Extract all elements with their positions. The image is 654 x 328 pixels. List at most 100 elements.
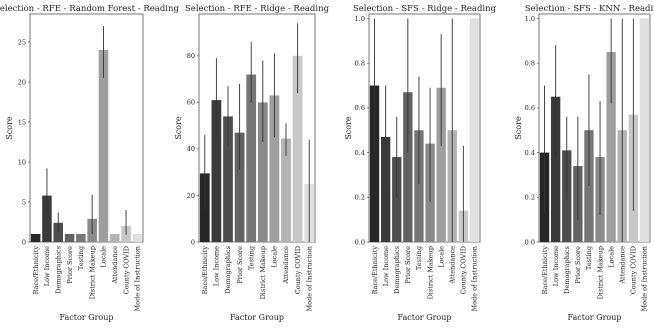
x-axis-label: Factor Group bbox=[230, 313, 284, 322]
bar bbox=[414, 130, 424, 242]
y-tick-label: 0.4 bbox=[355, 149, 365, 157]
plot-frame bbox=[538, 13, 651, 243]
x-tick-label: Demographics bbox=[224, 246, 232, 294]
y-tick-label: 10 bbox=[18, 158, 26, 166]
chart-title: Selection - SFS - KNN - Reading bbox=[525, 4, 654, 14]
x-tick-label: Prior Score bbox=[404, 246, 412, 284]
x-tick-label: Locale bbox=[437, 246, 445, 268]
x-tick-label: Mode of Instruction bbox=[305, 246, 313, 311]
bar bbox=[550, 96, 561, 243]
y-tick-label: 0.8 bbox=[525, 59, 535, 67]
y-axis-label: Score bbox=[174, 116, 183, 140]
y-tick-label: 0.8 bbox=[355, 59, 365, 67]
chart-panel-1: Selection - RFE - Random Forest - Readin… bbox=[0, 4, 179, 322]
y-tick-label: 0.6 bbox=[355, 104, 365, 112]
y-tick-label: 25 bbox=[18, 38, 26, 46]
bar bbox=[246, 74, 257, 242]
bar bbox=[64, 234, 75, 242]
x-axis-label: Factor Group bbox=[60, 313, 114, 322]
x-tick-label: Demographics bbox=[54, 246, 62, 294]
y-tick-label: 0.2 bbox=[355, 194, 365, 202]
bar bbox=[234, 132, 245, 242]
x-tick-label: Testing bbox=[415, 246, 423, 270]
bar bbox=[42, 195, 52, 242]
x-tick-label: Prior Score bbox=[236, 246, 244, 284]
x-tick-label: Attendance bbox=[448, 246, 456, 285]
x-tick-label: Mode of Instruction bbox=[134, 246, 142, 311]
x-axis-label: Factor Group bbox=[568, 313, 622, 322]
chart-panel-2: Selection - RFE - Ridge - Reading 0 20 40 60… bbox=[174, 4, 330, 322]
x-tick-label: District Makeup bbox=[596, 246, 604, 299]
x-tick-label: Testing bbox=[247, 246, 255, 270]
x-tick-label: County COVID bbox=[122, 246, 130, 294]
bar bbox=[639, 18, 650, 243]
x-tick-label: Prior Score bbox=[574, 246, 582, 284]
x-tick-label: Prior Score bbox=[66, 246, 74, 284]
x-tick-label: Locale bbox=[607, 246, 615, 268]
x-tick-label: Locale bbox=[271, 246, 279, 268]
x-tick-label: Race/Ethnicity bbox=[201, 246, 209, 295]
x-tick-label: Mode of Instruction bbox=[471, 246, 479, 311]
bar bbox=[132, 234, 143, 242]
x-tick-label: County COVID bbox=[294, 246, 302, 294]
x-tick-label: Low Income bbox=[43, 246, 51, 286]
y-tick-label: 80 bbox=[187, 52, 195, 60]
bar bbox=[98, 50, 109, 242]
x-tick-label: District Makeup bbox=[259, 246, 267, 299]
chart-title: Selection - SFS - Ridge - Reading bbox=[353, 4, 497, 14]
bar bbox=[76, 234, 86, 242]
x-tick-label: District Makeup bbox=[88, 246, 96, 299]
y-tick-label: 0.4 bbox=[525, 149, 535, 157]
bar bbox=[223, 116, 233, 242]
x-tick-label: Demographics bbox=[563, 246, 571, 294]
x-tick-label: Demographics bbox=[393, 246, 401, 294]
x-tick-label: Attendance bbox=[111, 246, 119, 285]
y-tick-label: 60 bbox=[187, 99, 195, 107]
bar bbox=[369, 85, 380, 242]
x-tick-label: Attendance bbox=[618, 246, 626, 285]
x-tick-label: Testing bbox=[585, 246, 593, 270]
bar bbox=[110, 234, 120, 242]
y-axis-label: Score bbox=[514, 116, 523, 140]
bar bbox=[257, 102, 268, 242]
y-tick-label: 0.2 bbox=[525, 194, 535, 202]
x-tick-label: County COVID bbox=[630, 246, 638, 294]
y-tick-label: 15 bbox=[18, 118, 26, 126]
y-tick-label: 0.0 bbox=[525, 238, 535, 246]
x-tick-label: Race/Ethnicity bbox=[371, 246, 379, 295]
x-tick-label: Low Income bbox=[382, 246, 390, 286]
bar bbox=[292, 55, 303, 243]
y-axis-label: Score bbox=[344, 116, 353, 140]
y-tick-label: 0.6 bbox=[525, 104, 535, 112]
y-tick-label: 20 bbox=[18, 78, 26, 86]
y-tick-label: 0.0 bbox=[355, 238, 365, 246]
y-tick-label: 0 bbox=[22, 238, 26, 246]
plot-frame bbox=[29, 13, 144, 243]
x-tick-label: County COVID bbox=[460, 246, 468, 294]
x-tick-label: Race/Ethnicity bbox=[32, 246, 40, 295]
bar bbox=[380, 136, 391, 242]
chart-panel-3: Selection - SFS - Ridge - Reading 0.0 0.2 0… bbox=[344, 4, 497, 322]
bar bbox=[211, 100, 222, 242]
x-tick-label: Low Income bbox=[552, 246, 560, 286]
x-tick-label: Attendance bbox=[282, 246, 290, 285]
bar bbox=[606, 52, 616, 242]
chart-title: Selection - RFE - Random Forest - Readin… bbox=[0, 4, 179, 14]
y-tick-label: 5 bbox=[22, 198, 26, 206]
y-tick-label: 0 bbox=[191, 238, 195, 246]
bar bbox=[403, 92, 413, 242]
x-tick-label: Testing bbox=[77, 246, 85, 270]
bar bbox=[436, 87, 446, 242]
chart-panel-4: Selection - SFS - KNN - Reading 0.0 0.2 0.4… bbox=[514, 4, 654, 322]
x-tick-label: Mode of Instruction bbox=[641, 246, 649, 311]
x-axis-label: Factor Group bbox=[398, 313, 452, 322]
x-tick-label: Low Income bbox=[213, 246, 221, 286]
y-axis-label: Score bbox=[5, 116, 14, 140]
x-tick-label: Locale bbox=[100, 246, 108, 268]
bar bbox=[30, 234, 41, 242]
bar bbox=[281, 138, 291, 242]
y-tick-label: 20 bbox=[187, 192, 195, 200]
plot-frame bbox=[198, 13, 316, 243]
y-tick-label: 1.0 bbox=[525, 15, 535, 23]
